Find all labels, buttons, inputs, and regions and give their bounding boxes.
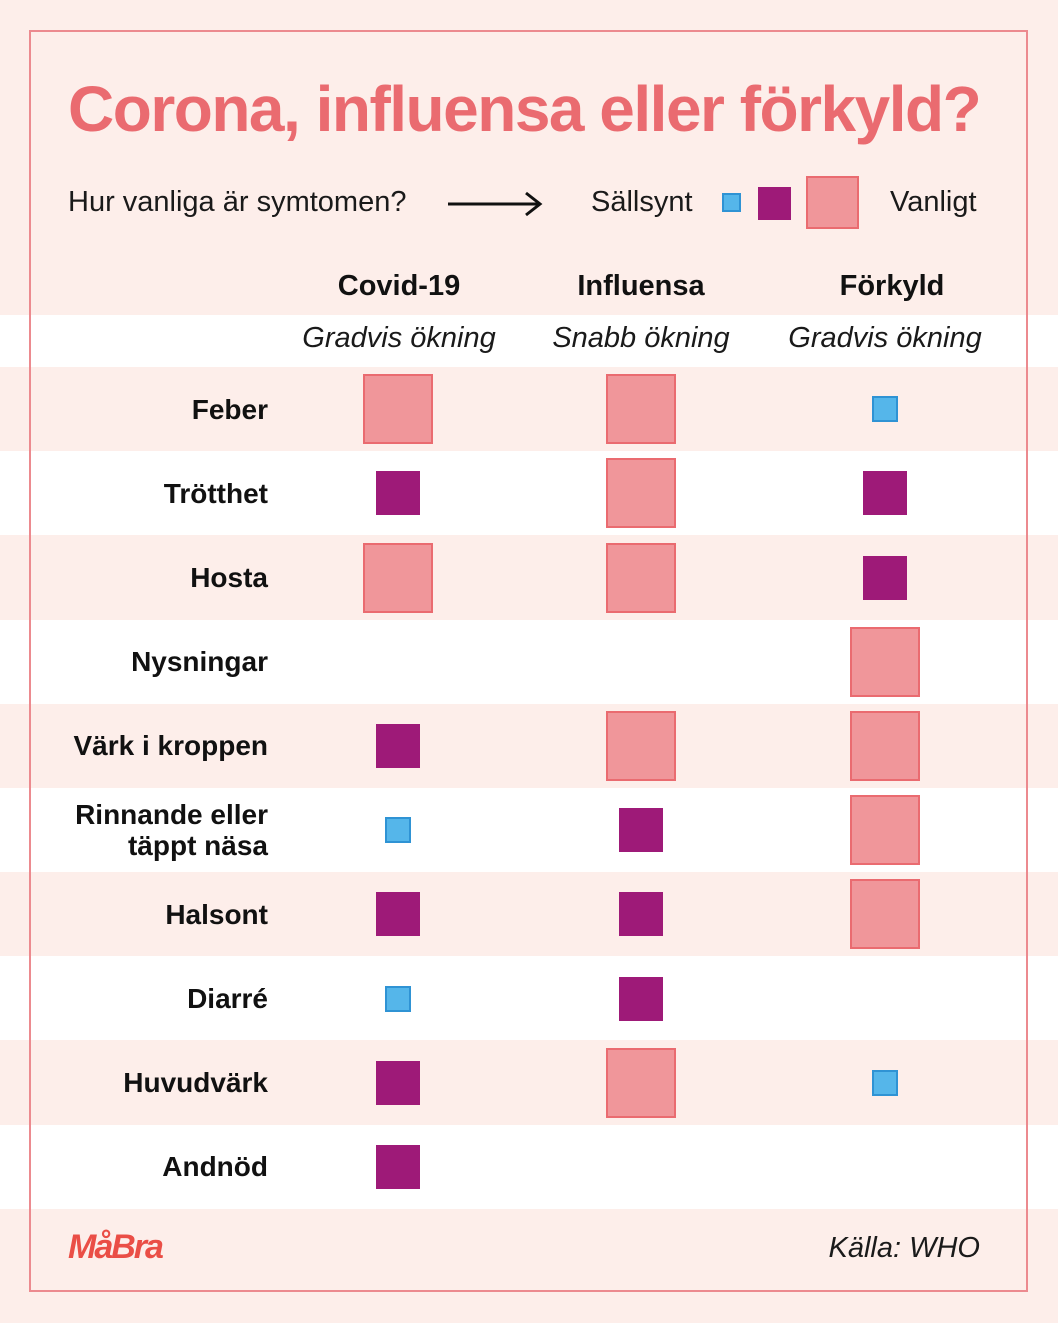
frequency-marker-rare	[872, 396, 898, 423]
symptom-label: Hosta	[190, 562, 268, 593]
frequency-marker-medium	[376, 723, 420, 768]
onset-band	[0, 315, 1058, 367]
frequency-marker-common	[850, 795, 920, 866]
column-header-covid: Covid-19	[337, 270, 461, 302]
table-row	[0, 956, 1058, 1041]
page-title: Corona, influensa eller förkyld?	[68, 73, 982, 145]
symptom-label: Trötthet	[163, 477, 268, 509]
brand-logo: MåBra	[68, 1228, 164, 1266]
frequency-marker-medium	[863, 471, 907, 516]
symptom-label: Feber	[191, 393, 268, 425]
symptom-label: Andnöd	[162, 1151, 268, 1183]
frequency-marker-common	[606, 542, 676, 613]
symptom-label: Halsont	[165, 898, 268, 930]
legend-common-swatch	[806, 176, 859, 229]
onset-influensa: Snabb ökning	[552, 322, 730, 354]
arrow-right-icon	[448, 191, 543, 217]
frequency-marker-medium	[619, 892, 663, 937]
source-note: Källa: WHO	[828, 1232, 980, 1264]
symptom-label: Diarré	[187, 983, 268, 1014]
legend-question: Hur vanliga är symtomen?	[68, 186, 407, 218]
symptom-label: Huvudvärk	[123, 1067, 268, 1099]
column-header-influensa: Influensa	[577, 270, 705, 302]
frequency-marker-medium	[863, 555, 907, 600]
frequency-marker-common	[606, 1047, 676, 1118]
frequency-marker-common	[363, 542, 433, 613]
table-row	[0, 1124, 1058, 1209]
frequency-marker-rare	[872, 1069, 898, 1096]
frame	[29, 30, 1028, 1292]
legend-common-label: Vanligt	[890, 186, 977, 218]
frequency-marker-common	[850, 626, 920, 697]
legend-rare-swatch	[722, 193, 741, 212]
frequency-marker-common	[850, 710, 920, 781]
frequency-marker-medium	[619, 808, 663, 853]
frequency-marker-common	[606, 710, 676, 781]
symptom-label: Värk i kroppen	[73, 730, 268, 762]
frequency-marker-medium	[376, 1060, 420, 1105]
frequency-marker-medium	[376, 1144, 420, 1189]
onset-forkyld: Gradvis ökning	[788, 322, 982, 354]
symptom-label: Rinnande eller täppt näsa	[75, 799, 268, 862]
frequency-marker-medium	[619, 976, 663, 1021]
legend-rare-label: Sällsynt	[591, 186, 693, 218]
frequency-marker-common	[606, 374, 676, 445]
frequency-marker-rare	[385, 985, 411, 1012]
frequency-marker-common	[363, 374, 433, 445]
symptom-label: Nysningar	[131, 646, 268, 678]
frequency-marker-medium	[376, 471, 420, 516]
frequency-marker-common	[850, 879, 920, 950]
column-header-forkyld: Förkyld	[839, 270, 945, 302]
onset-covid: Gradvis ökning	[302, 322, 496, 354]
legend-medium-swatch	[758, 187, 791, 220]
frequency-marker-rare	[385, 817, 411, 844]
frequency-marker-common	[606, 458, 676, 529]
frequency-marker-medium	[376, 892, 420, 937]
